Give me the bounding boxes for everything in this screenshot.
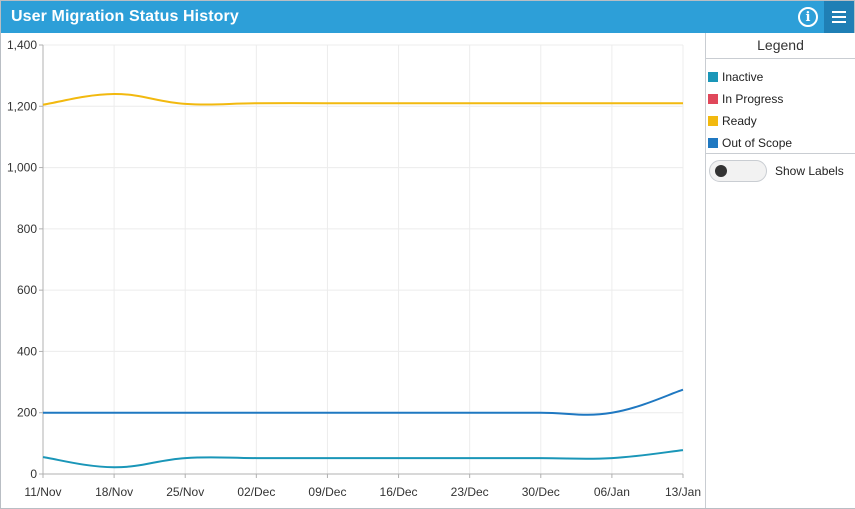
y-tick-label: 800 [17,222,37,236]
series-line-inactive [42,449,684,469]
legend-list: Inactive In Progress Ready Out of Scope [708,66,792,154]
legend-panel: Legend Inactive In Progress Ready Out of… [705,33,855,508]
show-labels-label: Show Labels [775,164,844,178]
widget-title: User Migration Status History [11,8,239,25]
menu-button[interactable] [824,1,854,33]
title-bar: User Migration Status History i [1,1,854,33]
line-chart: 0 200 400 600 800 1,000 1,200 1,400 11/Nov 18/Nov… [7,38,701,499]
legend-label: In Progress [722,92,784,106]
chart-area: 0 200 400 600 800 1,000 1,200 1,400 11/Nov 18/Nov… [1,33,705,508]
legend-title: Legend [706,33,855,59]
legend-item-in-progress[interactable]: In Progress [708,88,792,110]
legend-label: Ready [722,114,757,128]
y-tick-label: 1,200 [7,99,37,113]
x-tick-label: 06/Jan [594,485,630,499]
x-tick-label: 18/Nov [95,485,133,499]
x-tick-label: 16/Dec [380,485,418,499]
show-labels-toggle[interactable] [709,160,767,182]
x-tick-label: 11/Nov [24,485,61,499]
hamburger-menu-icon [832,21,846,23]
x-tick-label: 02/Dec [237,485,275,499]
hamburger-menu-icon [832,11,846,13]
x-tick-label: 30/Dec [522,485,560,499]
legend-swatch [708,94,718,104]
legend-swatch [708,138,718,148]
x-tick-label: 25/Nov [166,485,204,499]
x-tick-label: 23/Dec [451,485,489,499]
legend-divider [706,153,855,154]
x-tick-label: 09/Dec [308,485,346,499]
x-tick-label: 13/Jan [665,485,701,499]
legend-label: Out of Scope [722,136,793,150]
y-tick-label: 400 [17,344,37,358]
legend-label: Inactive [722,70,764,84]
show-labels-row: Show Labels [709,160,844,182]
y-tick-label: 600 [17,283,37,297]
legend-swatch [708,72,718,82]
toggle-knob [715,165,727,177]
legend-swatch [708,116,718,126]
info-icon[interactable]: i [798,7,818,27]
y-tick-label: 0 [30,467,37,481]
hamburger-menu-icon [832,16,846,18]
y-tick-label: 1,000 [7,161,37,175]
legend-item-out-of-scope[interactable]: Out of Scope [708,132,792,154]
y-tick-label: 1,400 [7,38,37,52]
legend-item-ready[interactable]: Ready [708,110,792,132]
series-line-out-of-scope [43,388,684,416]
series-line-ready [42,93,683,106]
legend-item-inactive[interactable]: Inactive [708,66,792,88]
y-tick-label: 200 [17,406,37,420]
